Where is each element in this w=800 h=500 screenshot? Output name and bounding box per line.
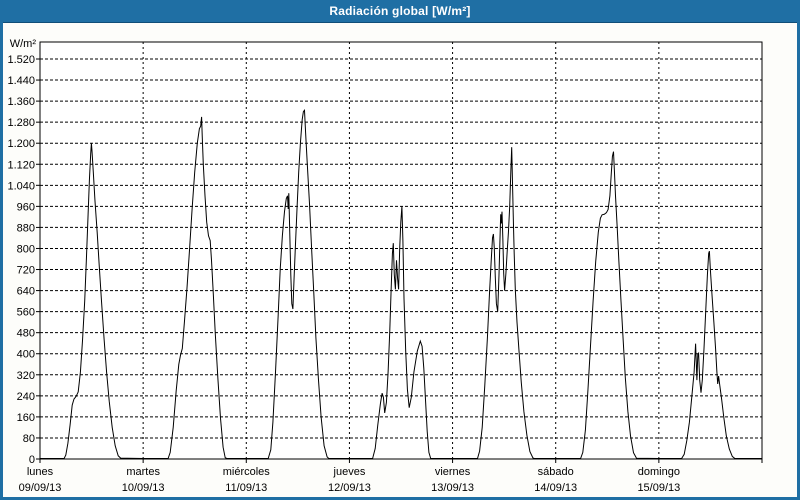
chart-container: 0 80 160 240 320 400 480 560 640 720 800 880 960 1.04… (3, 23, 797, 497)
svg-text:14/09/13: 14/09/13 (534, 482, 577, 494)
svg-text:viernes: viernes (435, 466, 471, 478)
svg-text:1.360: 1.360 (7, 96, 35, 108)
svg-text:80: 80 (23, 433, 35, 445)
y-axis-unit-label: W/m² (10, 38, 37, 50)
svg-text:640: 640 (17, 286, 35, 298)
svg-text:880: 880 (17, 222, 35, 234)
svg-text:160: 160 (17, 412, 35, 424)
x-gridlines-and-labels: lunes 09/09/13 martes 10/09/13 miércoles 11/0… (19, 42, 763, 494)
plot-border (39, 41, 763, 460)
plot-area (40, 42, 762, 459)
svg-text:11/09/13: 11/09/13 (225, 482, 267, 494)
svg-text:10/09/13: 10/09/13 (122, 482, 165, 494)
svg-text:1.200: 1.200 (7, 138, 35, 150)
svg-text:miércoles: miércoles (223, 466, 271, 478)
svg-text:15/09/13: 15/09/13 (637, 482, 680, 494)
svg-text:560: 560 (17, 307, 35, 319)
svg-text:240: 240 (17, 391, 35, 403)
svg-text:domingo: domingo (638, 466, 680, 478)
svg-text:lunes: lunes (27, 466, 54, 478)
svg-text:1.120: 1.120 (7, 159, 35, 171)
svg-text:480: 480 (17, 328, 35, 340)
svg-text:800: 800 (17, 243, 35, 255)
svg-text:W/m²: W/m² (10, 38, 37, 50)
svg-text:1.440: 1.440 (7, 75, 35, 87)
svg-text:960: 960 (17, 201, 35, 213)
svg-text:13/09/13: 13/09/13 (431, 482, 474, 494)
svg-text:12/09/13: 12/09/13 (328, 482, 371, 494)
svg-text:400: 400 (17, 349, 35, 361)
svg-text:320: 320 (17, 370, 35, 382)
svg-text:martes: martes (126, 466, 160, 478)
radiation-global-chart: 0 80 160 240 320 400 480 560 640 720 800 880 960 1.04… (7, 38, 763, 494)
svg-text:sábado: sábado (538, 466, 574, 478)
svg-text:0: 0 (29, 454, 35, 466)
svg-text:720: 720 (17, 265, 35, 277)
svg-text:1.520: 1.520 (7, 54, 35, 66)
radiation-curve (40, 109, 762, 459)
svg-text:1.040: 1.040 (7, 180, 35, 192)
svg-text:1.280: 1.280 (7, 117, 35, 129)
window-title: Radiación global [W/m²] (329, 4, 471, 18)
svg-text:jueves: jueves (333, 466, 366, 478)
title-bar: Radiación global [W/m²] (3, 0, 797, 23)
svg-text:09/09/13: 09/09/13 (19, 482, 62, 494)
y-gridlines-and-labels: 0 80 160 240 320 400 480 560 640 720 800 880 960 1.04… (7, 54, 762, 466)
